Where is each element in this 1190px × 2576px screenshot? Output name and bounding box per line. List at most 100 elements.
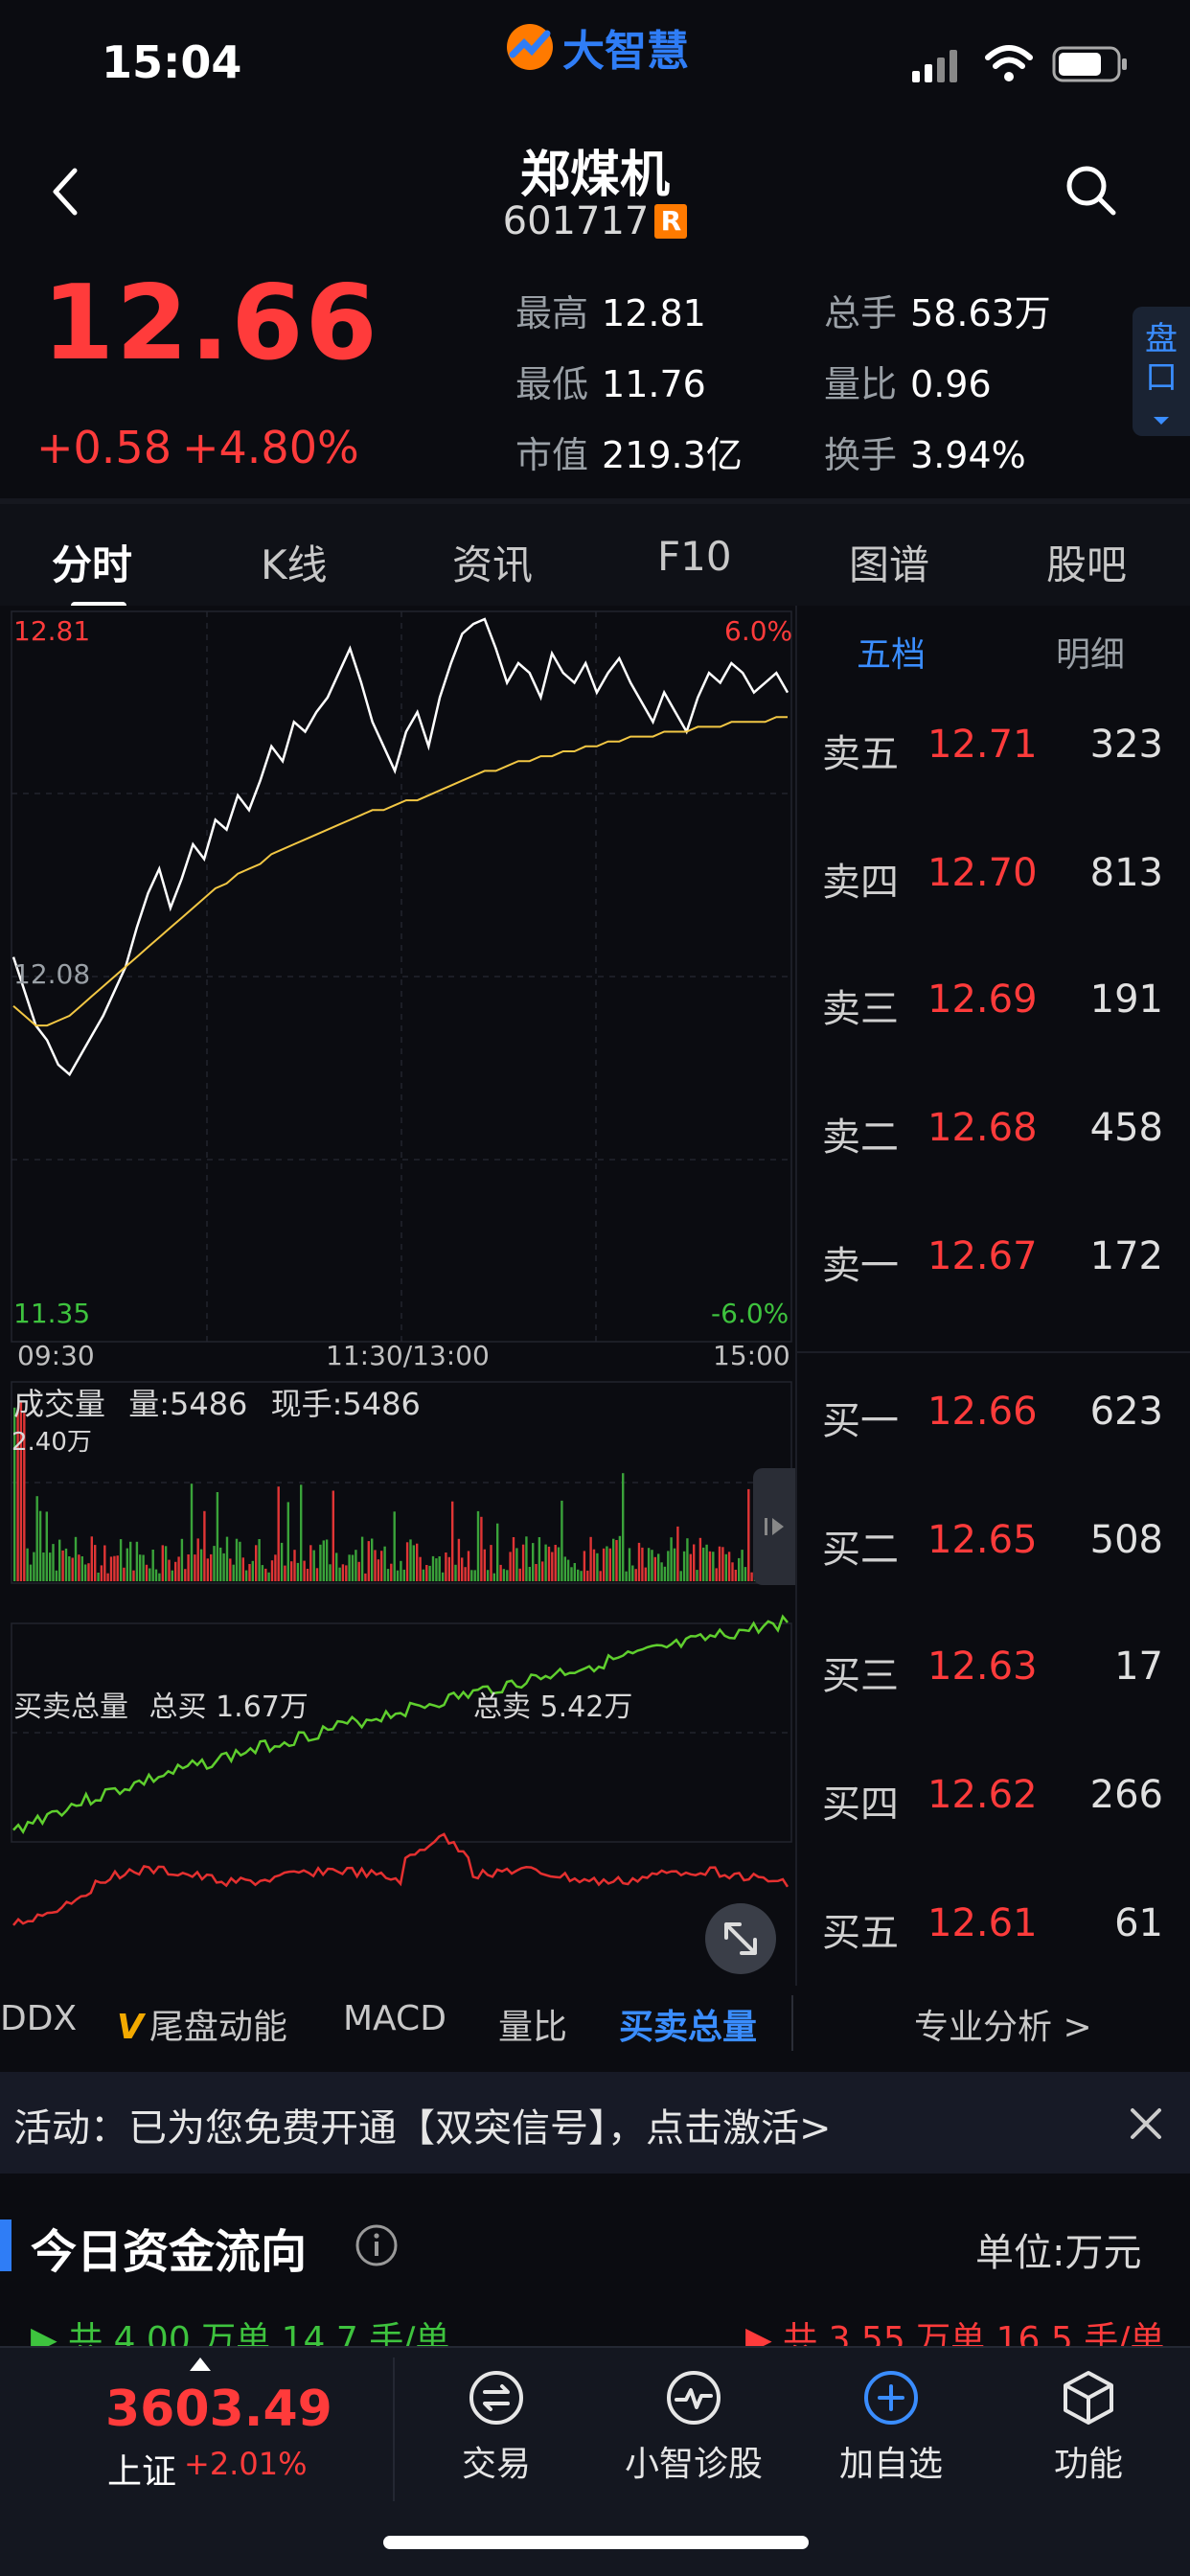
volume-bar (602, 1548, 606, 1581)
bid-row-2: 买二 12.65 508 (822, 1518, 1163, 1572)
stat-low: 最低 11.76 (515, 363, 706, 405)
volume-bar (386, 1569, 390, 1581)
collapse-handle[interactable] (753, 1468, 795, 1585)
ask-row-1: 卖一 12.67 172 (822, 1234, 1163, 1288)
index-value[interactable]: 3603.49 (105, 2380, 332, 2438)
volume-bar (190, 1484, 194, 1581)
order-book-divider (797, 1351, 1190, 1353)
volume-bar (251, 1560, 254, 1581)
bid-row-3: 买三 12.63 17 (822, 1644, 1163, 1698)
nav-functions[interactable]: 功能 (993, 2367, 1184, 2486)
indicator-tabs: DDX V 尾盘动能 MACD 量比 买卖总量 专业分析 > (0, 1986, 1190, 2062)
nav-trade[interactable]: 交易 (400, 2367, 592, 2486)
back-icon[interactable] (46, 163, 84, 220)
indicator-macd[interactable]: MACD (343, 1999, 446, 2038)
volume-bar (631, 1565, 634, 1581)
banner-text[interactable]: 活动：已为您免费开通【双突信号】，点击激活> (13, 2106, 832, 2150)
volume-bar (377, 1559, 380, 1581)
volume-bar (535, 1564, 538, 1581)
volume-bar (338, 1567, 341, 1581)
tab-forum[interactable]: 股吧 (1046, 541, 1128, 588)
indicator-volume-ratio[interactable]: 量比 (498, 2008, 568, 2047)
volume-bar (149, 1568, 151, 1581)
volume-bar (502, 1569, 506, 1581)
nav-diagnosis-label: 小智诊股 (624, 2445, 763, 2484)
tab-kline[interactable]: K线 (261, 541, 328, 588)
status-bar: 15:04 大智慧 (0, 0, 1190, 129)
series-line-price (11, 617, 790, 1077)
indicator-tail-momentum-label: 尾盘动能 (149, 2008, 287, 2047)
battery-icon (1052, 46, 1127, 82)
volume-bar (731, 1562, 734, 1581)
volume-bar (329, 1564, 332, 1581)
expand-icon (724, 1922, 757, 1955)
tab-intraday[interactable]: 分时 (52, 541, 133, 588)
info-icon[interactable] (355, 2223, 399, 2267)
ask-row-4: 卖四 12.70 813 (822, 851, 1163, 905)
volume-bar (348, 1554, 351, 1581)
tab-five-levels[interactable]: 五档 (857, 635, 927, 675)
bid-row-5: 买五 12.61 61 (822, 1901, 1163, 1955)
volume-bar (364, 1573, 367, 1581)
volume-bar (319, 1544, 322, 1581)
intraday-chart-area[interactable]: 12.81 6.0% 12.08 11.35 -6.0% 09:30 11:30… (0, 606, 795, 1986)
volume-bar (68, 1556, 71, 1581)
volume-bar (203, 1510, 206, 1581)
volume-bar (490, 1545, 492, 1581)
expand-up-icon[interactable] (190, 2358, 211, 2371)
volume-bar (625, 1571, 628, 1581)
volume-bar (33, 1552, 35, 1581)
price-change: +0.58 (36, 422, 172, 473)
volume-bar (702, 1547, 705, 1581)
volume-bar (393, 1511, 396, 1581)
close-icon[interactable] (1127, 2104, 1165, 2143)
volume-bar (74, 1536, 78, 1581)
volume-bar (16, 1410, 19, 1581)
volume-bar (267, 1572, 270, 1581)
logo-text: 大智慧 (562, 27, 689, 76)
volume-bar (409, 1539, 412, 1581)
nav-diagnosis[interactable]: 小智诊股 (598, 2367, 790, 2486)
volume-bar (451, 1501, 454, 1581)
indicator-buysell-total[interactable]: 买卖总量 (619, 2008, 758, 2047)
trade-icon (469, 2371, 523, 2425)
volume-bar (518, 1568, 521, 1581)
nav-add-watchlist[interactable]: 加自选 (795, 2367, 987, 2486)
volume-bar (727, 1552, 731, 1581)
volume-bar (332, 1490, 334, 1581)
volume-bar (586, 1570, 589, 1581)
activity-banner[interactable]: 活动：已为您免费开通【双突信号】，点击激活> (0, 2072, 1190, 2174)
volume-bar (744, 1567, 747, 1581)
volume-bar (480, 1516, 483, 1581)
volume-bar (599, 1571, 602, 1581)
volume-bar (241, 1557, 244, 1581)
tab-details[interactable]: 明细 (1056, 635, 1126, 675)
pankou-tab[interactable]: 盘口 (1133, 307, 1190, 436)
tab-graph[interactable]: 图谱 (849, 541, 930, 588)
volume-bar (13, 1407, 16, 1581)
nav-divider (393, 2358, 395, 2501)
volume-bar (660, 1562, 663, 1581)
search-icon[interactable] (1064, 163, 1117, 217)
volume-bar (303, 1560, 306, 1581)
volume-bar (476, 1510, 480, 1581)
axis-price-top: 12.81 (13, 615, 91, 647)
tab-f10[interactable]: F10 (657, 533, 732, 580)
indicator-tail-momentum[interactable]: V 尾盘动能 (117, 1999, 287, 2049)
volume-bar (106, 1573, 109, 1581)
indicator-ddx[interactable]: DDX (0, 1999, 78, 2038)
tab-news[interactable]: 资讯 (452, 541, 534, 588)
fullscreen-button[interactable] (705, 1903, 776, 1974)
volume-bar (561, 1500, 563, 1581)
axis-price-bottom: 11.35 (13, 1298, 91, 1329)
pankou-label: 盘口 (1145, 320, 1178, 397)
total-sell: 总卖 5.42万 (473, 1690, 633, 1724)
pro-analysis-link[interactable]: 专业分析 > (914, 2008, 1092, 2047)
volume-bar (315, 1568, 319, 1581)
volume-bar (129, 1541, 132, 1581)
nav-trade-label: 交易 (461, 2445, 531, 2484)
volume-bar (360, 1536, 364, 1581)
volume-bar (222, 1552, 225, 1581)
total-buy: 总买 1.67万 (149, 1690, 309, 1724)
index-change: +2.01% (184, 2446, 308, 2482)
